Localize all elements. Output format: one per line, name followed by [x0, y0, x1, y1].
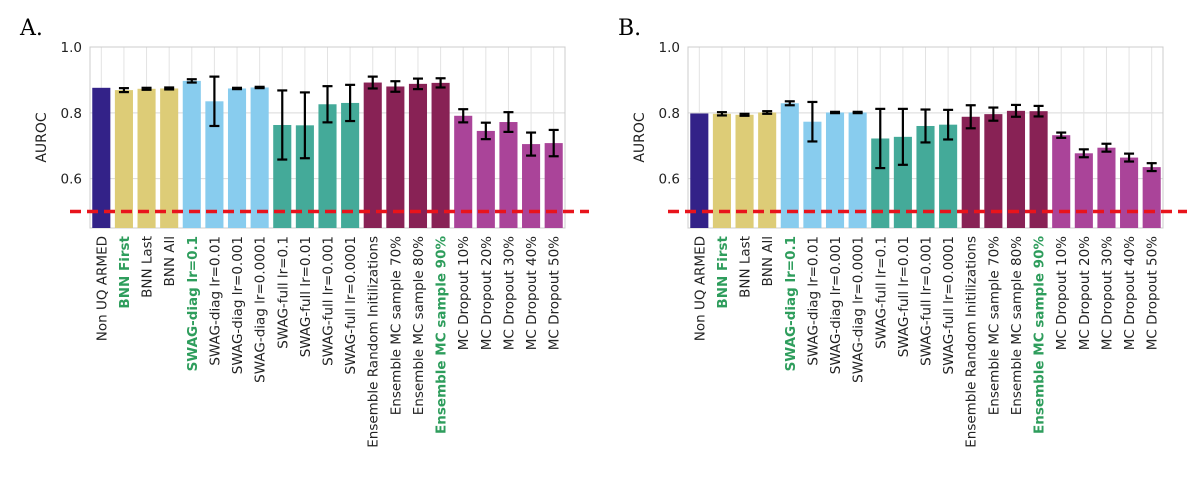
category-label: BNN First — [715, 235, 731, 308]
bar — [803, 121, 822, 228]
category-label: SWAG-diag lr=0.01 — [805, 236, 821, 366]
bar — [363, 82, 382, 229]
bar — [114, 90, 133, 229]
category-label: MC Dropout 10% — [456, 236, 472, 350]
bar — [690, 113, 709, 228]
bar — [893, 136, 912, 228]
bar — [318, 104, 337, 228]
bar — [961, 116, 980, 228]
category-label: Ensemble Random Initilizations — [366, 236, 382, 448]
bar — [386, 86, 405, 228]
category-label: Ensemble MC sample 70% — [986, 236, 1002, 415]
category-label: MC Dropout 50% — [1145, 236, 1161, 350]
bar — [454, 115, 473, 228]
category-label: MC Dropout 30% — [1099, 236, 1115, 350]
category-label: MC Dropout 30% — [501, 236, 517, 350]
category-label: SWAG-diag lr=0.0001 — [253, 236, 269, 383]
category-label: SWAG-full lr=0.0001 — [941, 236, 957, 374]
category-label: SWAG-diag lr=0.001 — [828, 236, 844, 374]
bar — [848, 112, 867, 228]
category-label: MC Dropout 40% — [524, 236, 540, 350]
bar — [916, 125, 935, 228]
bar — [408, 83, 428, 228]
bar — [431, 82, 450, 228]
category-label: SWAG-full lr=0.01 — [298, 236, 314, 357]
y-tick-label: 0.8 — [61, 106, 82, 122]
y-tick-label: 0.8 — [659, 106, 680, 122]
category-label: SWAG-diag lr=0.01 — [207, 236, 223, 366]
bar — [1142, 167, 1161, 228]
panel-a: A. 0.6 0.8 1.0 AUROC Non UQ ARMED BNN First BNN… — [19, 16, 589, 448]
category-label: SWAG-diag lr=0.001 — [230, 236, 246, 374]
bar — [939, 124, 958, 228]
bar — [735, 114, 754, 228]
bar — [499, 122, 518, 228]
y-tick-label: 0.6 — [659, 172, 680, 188]
chart-a: A. 0.6 0.8 1.0 AUROC Non UQ ARMED BNN First BNN… — [19, 16, 589, 448]
category-label: Ensemble MC sample 80% — [411, 236, 427, 415]
category-label: Ensemble MC sample 80% — [1009, 236, 1025, 415]
panel-b: B. 0.6 0.8 1.0 AUROC Non UQ ARMED BNN First BNN… — [598, 0, 1196, 497]
category-label: Ensemble Random Initilizations — [964, 236, 980, 448]
chart-b: B. 0.6 0.8 1.0 AUROC Non UQ ARMED BNN First BNN… — [618, 16, 1187, 448]
bar — [205, 101, 224, 228]
category-label: SWAG-diag lr=0.1 — [783, 236, 799, 371]
bar — [1006, 110, 1026, 228]
category-label: MC Dropout 50% — [547, 236, 563, 350]
category-label: Ensemble MC sample 70% — [388, 236, 404, 415]
bar — [871, 138, 890, 228]
category-label: SWAG-full lr=0.1 — [275, 236, 291, 349]
bar — [712, 113, 731, 228]
bar — [137, 88, 156, 228]
category-label: BNN First — [117, 235, 133, 308]
category-label: BNN All — [760, 236, 776, 287]
bar — [1120, 157, 1139, 228]
panel-label: A. — [19, 16, 43, 41]
y-tick-label: 0.6 — [61, 172, 82, 188]
bar — [476, 130, 495, 228]
bar — [1029, 111, 1048, 228]
bar — [341, 102, 360, 228]
category-label: SWAG-full lr=0.0001 — [343, 236, 359, 374]
category-label: SWAG-full lr=0.01 — [896, 236, 912, 357]
category-label: SWAG-diag lr=0.0001 — [851, 236, 867, 383]
bar — [273, 124, 292, 228]
category-label: SWAG-full lr=0.001 — [321, 236, 337, 366]
category-label: SWAG-diag lr=0.1 — [185, 236, 201, 371]
bar — [758, 112, 777, 228]
y-tick-label: 1.0 — [659, 40, 680, 56]
bar — [984, 114, 1003, 228]
bar — [522, 144, 541, 228]
category-label: Non UQ ARMED — [94, 236, 110, 341]
bar — [825, 112, 845, 228]
bar — [544, 143, 563, 228]
bar — [1052, 135, 1071, 228]
category-label: SWAG-full lr=0.1 — [873, 236, 889, 349]
bar — [1074, 153, 1093, 228]
category-label: MC Dropout 20% — [1077, 236, 1093, 350]
category-label: BNN Last — [738, 236, 754, 298]
bar — [92, 87, 111, 228]
panel-label: B. — [618, 16, 641, 41]
category-label: SWAG-full lr=0.001 — [919, 236, 935, 366]
category-label: Ensemble MC sample 90% — [1032, 236, 1048, 434]
bar — [250, 87, 269, 228]
category-label: MC Dropout 10% — [1054, 236, 1070, 350]
bar — [1097, 147, 1116, 228]
category-label: BNN All — [162, 236, 178, 287]
category-label: BNN Last — [140, 236, 156, 298]
category-label: Ensemble MC sample 90% — [434, 236, 450, 434]
bar — [780, 103, 799, 228]
bar — [227, 88, 247, 228]
y-axis-label: AUROC — [632, 112, 648, 163]
y-axis-label: AUROC — [34, 112, 50, 163]
bar — [295, 125, 314, 228]
category-label: MC Dropout 20% — [479, 236, 495, 350]
bar — [182, 80, 201, 228]
y-tick-label: 1.0 — [61, 40, 82, 56]
category-label: MC Dropout 40% — [1122, 236, 1138, 350]
category-label: Non UQ ARMED — [692, 236, 708, 341]
bar — [160, 88, 179, 228]
